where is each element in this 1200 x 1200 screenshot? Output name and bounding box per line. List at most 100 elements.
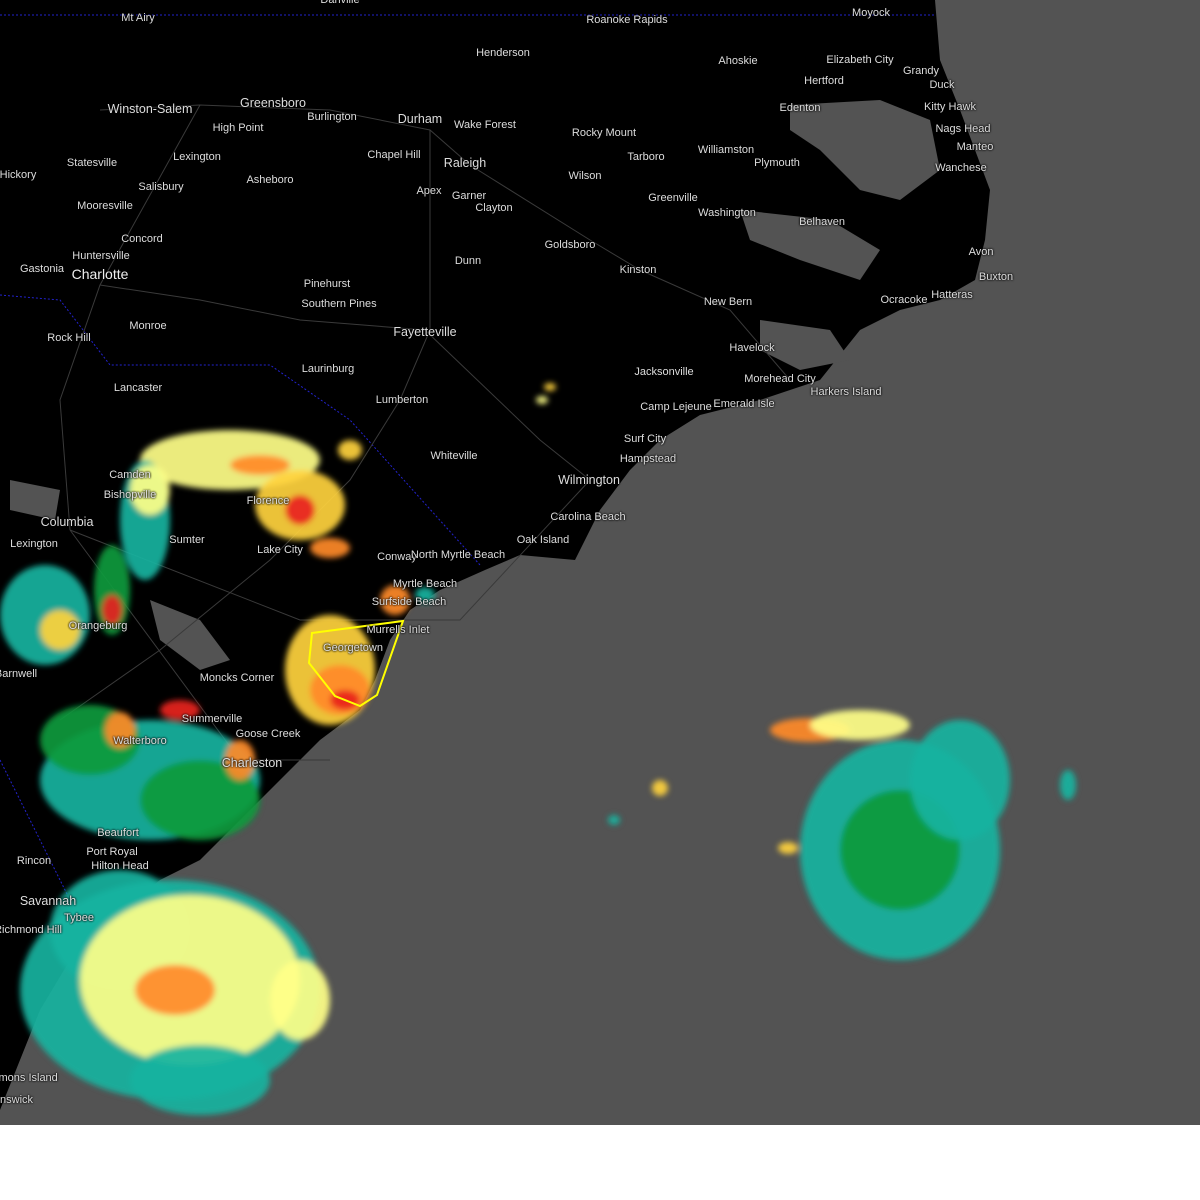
- city-label: Grandy: [902, 65, 940, 77]
- city-label: Asheboro: [246, 174, 294, 186]
- radar-echo: [910, 720, 1010, 840]
- radar-echo: [270, 960, 330, 1040]
- city-label: Dunn: [454, 255, 482, 267]
- city-label: Lexington: [10, 538, 58, 550]
- radar-echo: [285, 495, 315, 525]
- city-label: Fayetteville: [393, 325, 457, 339]
- city-label: Salisbury: [138, 181, 184, 193]
- city-label: Oak Island: [516, 534, 570, 546]
- city-label: St. Simons Island: [0, 1072, 58, 1084]
- city-label: Goldsboro: [544, 239, 596, 251]
- city-label: Kinston: [619, 264, 657, 276]
- city-label: Whiteville: [430, 450, 478, 462]
- city-label: Goose Creek: [235, 728, 301, 740]
- city-label: Lexington: [173, 151, 221, 163]
- radar-echo: [130, 1045, 270, 1115]
- city-label: Edenton: [779, 102, 821, 114]
- city-label: Lumberton: [375, 394, 429, 406]
- city-label: New Bern: [703, 296, 753, 308]
- city-label: North Myrtle Beach: [410, 549, 506, 561]
- city-label: Statesville: [66, 157, 118, 169]
- city-label: Beaufort: [97, 827, 139, 839]
- city-label: Richmond Hill: [0, 924, 62, 936]
- city-label: Rock Hill: [47, 332, 91, 344]
- city-label: Tarboro: [627, 151, 665, 163]
- city-label: Barnwell: [0, 668, 38, 680]
- city-label: Manteo: [956, 141, 994, 153]
- city-label: Brunswick: [0, 1094, 34, 1106]
- city-label: Charleston: [221, 756, 283, 770]
- city-label: Havelock: [729, 342, 775, 354]
- radar-echo: [810, 710, 910, 740]
- city-label: Raleigh: [443, 156, 487, 170]
- city-label: Myrtle Beach: [392, 578, 458, 590]
- city-label: Avon: [968, 246, 994, 258]
- city-label: Hilton Head: [91, 860, 149, 872]
- city-label: Mt Airy: [121, 12, 155, 24]
- city-label: Columbia: [40, 515, 94, 529]
- radar-echo: [230, 455, 290, 475]
- city-label: Elizabeth City: [826, 54, 894, 66]
- city-label: Apex: [416, 185, 442, 197]
- radar-echo: [380, 585, 410, 615]
- radar-echo: [160, 700, 200, 720]
- city-label: Monroe: [129, 320, 167, 332]
- city-label: Garner: [451, 190, 487, 202]
- city-label: Belhaven: [799, 216, 845, 228]
- radar-echo: [225, 740, 255, 780]
- city-label: Greenville: [648, 192, 698, 204]
- radar-echo: [652, 780, 668, 796]
- radar-echo: [338, 440, 362, 460]
- city-label: Rocky Mount: [571, 127, 637, 139]
- city-label: Wanchese: [935, 162, 987, 174]
- city-label: Concord: [121, 233, 163, 245]
- city-label: Chapel Hill: [367, 149, 421, 161]
- city-label: Camp Lejeune: [640, 401, 712, 413]
- city-label: Morehead City: [744, 373, 816, 385]
- city-label: Rincon: [16, 855, 52, 867]
- city-label: Harkers Island: [810, 386, 882, 398]
- city-label: Nags Head: [935, 123, 991, 135]
- city-label: Surf City: [623, 433, 667, 445]
- warning-polygon[interactable]: [307, 619, 405, 708]
- city-label: Winston-Salem: [107, 102, 193, 116]
- city-label: Burlington: [307, 111, 357, 123]
- city-label: Pinehurst: [303, 278, 351, 290]
- city-label: Huntersville: [72, 250, 130, 262]
- city-label: Hickory: [0, 169, 37, 181]
- city-label: Emerald Isle: [713, 398, 775, 410]
- city-label: Georgetown: [323, 642, 383, 654]
- radar-echo: [778, 842, 798, 854]
- city-label: Kitty Hawk: [924, 101, 976, 113]
- radar-echo: [40, 610, 80, 650]
- city-label: Mooresville: [77, 200, 133, 212]
- city-label: Williamston: [697, 144, 755, 156]
- city-label: Ahoskie: [718, 55, 758, 67]
- city-label: Orangeburg: [68, 620, 128, 632]
- city-label: Surfside Beach: [371, 596, 447, 608]
- map-canvas[interactable]: Mt Airy Danville Roanoke Rapids Moyock Hende…: [0, 0, 1200, 1125]
- city-label: Laurinburg: [301, 363, 355, 375]
- radar-echo: [140, 760, 260, 840]
- city-label: High Point: [212, 122, 264, 134]
- radar-echo: [415, 587, 435, 603]
- city-label: Duck: [929, 79, 955, 91]
- city-label: Danville: [320, 0, 360, 6]
- city-label: Hatteras: [931, 289, 973, 301]
- city-label: Gastonia: [19, 263, 65, 275]
- radar-echo: [105, 712, 135, 748]
- radar-echo: [135, 965, 215, 1015]
- city-label: Sumter: [169, 534, 205, 546]
- city-label: Ocracoke: [880, 294, 928, 306]
- city-label: Florence: [246, 495, 290, 507]
- city-label: Murrells Inlet: [366, 624, 430, 636]
- radar-echo: [536, 396, 548, 404]
- city-label: Carolina Beach: [550, 511, 626, 523]
- map-layer: [0, 0, 1076, 1115]
- city-label: Buxton: [978, 271, 1014, 283]
- city-label: Charlotte: [71, 266, 129, 282]
- city-label: Tybee: [64, 912, 94, 924]
- radar-echo: [102, 595, 122, 625]
- city-label: Moncks Corner: [199, 672, 275, 684]
